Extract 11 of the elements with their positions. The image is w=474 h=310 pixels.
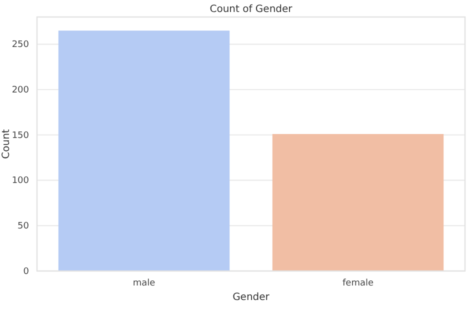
y-tick-label: 250 <box>12 40 30 50</box>
y-tick-label: 200 <box>12 85 30 96</box>
y-tick-label: 150 <box>12 130 30 141</box>
x-axis-title: Gender <box>232 292 270 303</box>
chart-title: Count of Gender <box>210 4 294 15</box>
y-tick-label: 50 <box>18 222 30 232</box>
y-tick-label: 100 <box>12 176 30 186</box>
x-tick-label: female <box>342 278 374 288</box>
y-tick-label: 0 <box>23 266 30 277</box>
y-axis-title: Count <box>1 129 12 159</box>
x-tick-label: male <box>132 278 156 288</box>
